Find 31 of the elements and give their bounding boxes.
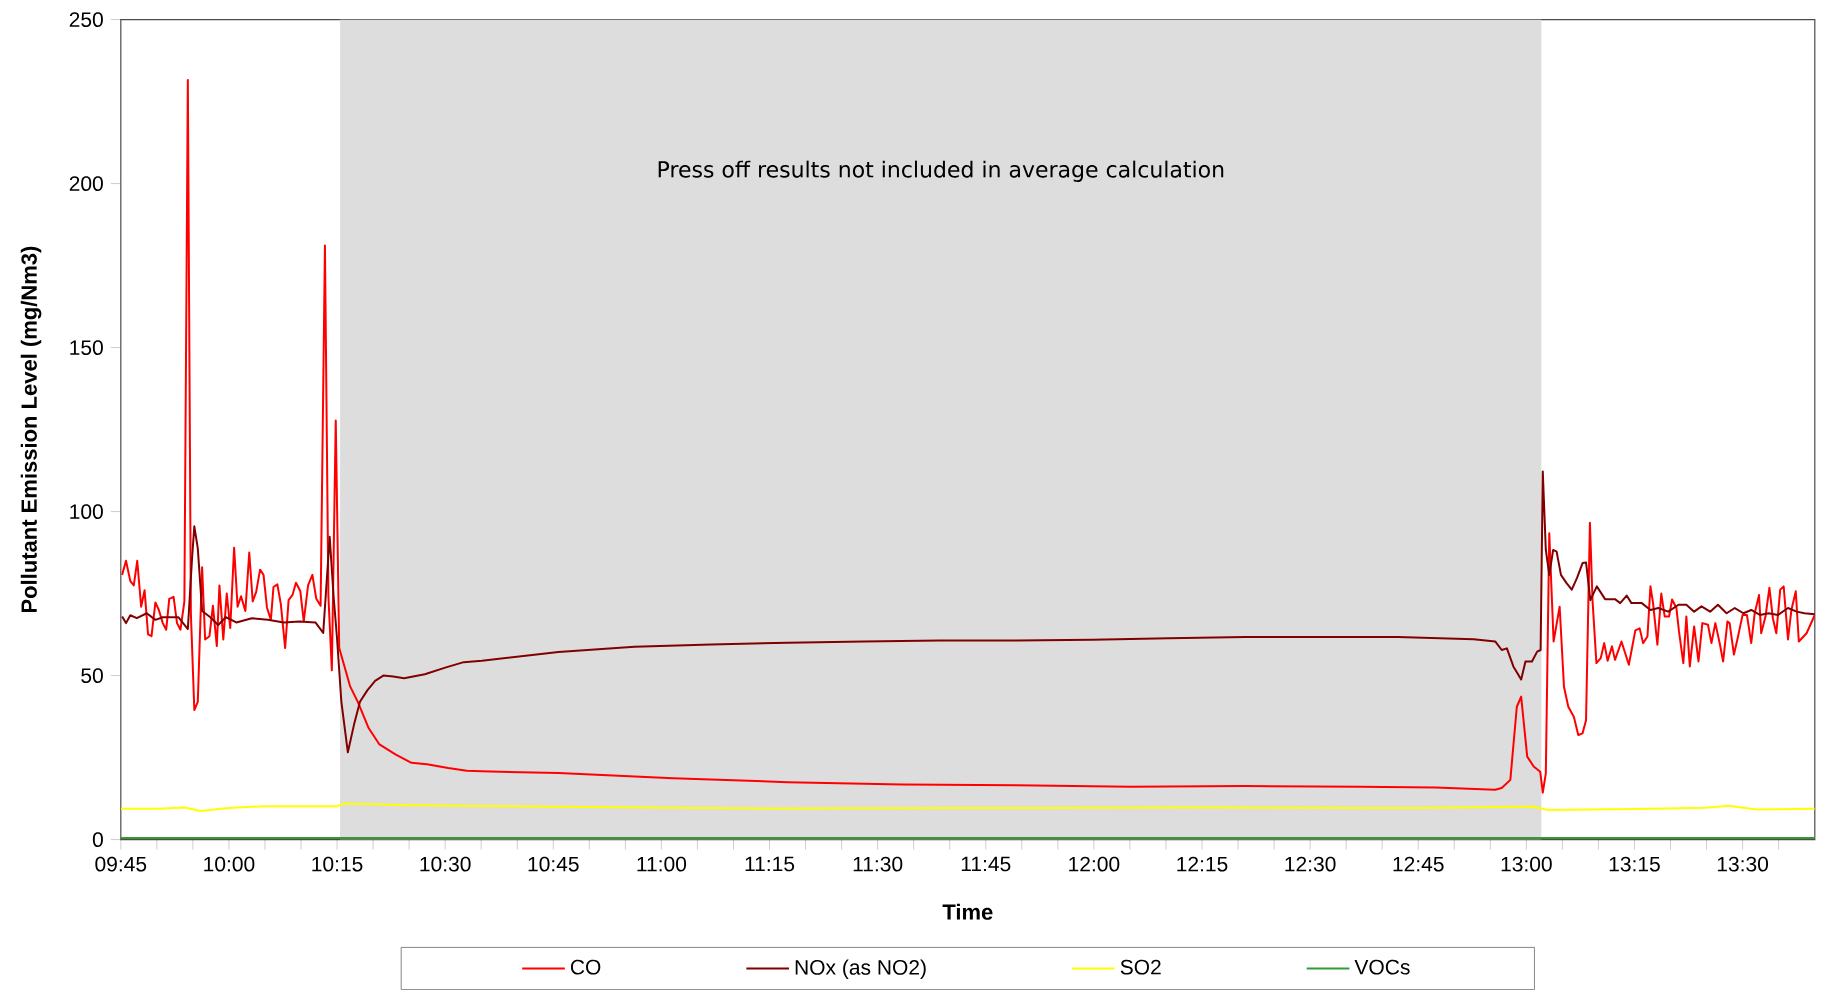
y-tick-label: 0 xyxy=(92,832,103,848)
x-tick-label: 13:15 xyxy=(1609,856,1660,872)
band-label: Press off results not included in average calculation xyxy=(658,160,1224,182)
x-tick-label: 10:30 xyxy=(420,856,471,872)
legend-label: SO2 xyxy=(1120,959,1161,975)
x-tick-label: 12:00 xyxy=(1069,856,1120,872)
x-tick-label: 09:45 xyxy=(95,856,147,872)
legend-label: NOx (as NO2) xyxy=(795,959,926,979)
x-tick-label: 12:15 xyxy=(1177,856,1228,872)
line-series xyxy=(120,802,1815,813)
x-tick-label: 11:15 xyxy=(745,856,795,872)
x-tick-label: 10:00 xyxy=(204,856,255,872)
x-axis-title: Time xyxy=(942,903,993,920)
x-tick-label: 11:00 xyxy=(637,856,687,872)
y-tick-label: 50 xyxy=(81,668,103,684)
x-tick-label: 12:30 xyxy=(1285,856,1336,872)
x-tick-label: 10:45 xyxy=(528,856,579,872)
legend-label: CO xyxy=(570,959,601,975)
x-tick-label: 11:30 xyxy=(853,856,903,872)
x-tick-label: 10:15 xyxy=(312,856,363,872)
legend-label: VOCs xyxy=(1354,959,1410,975)
x-tick-label: 13:00 xyxy=(1501,856,1552,872)
line-series xyxy=(121,78,1815,794)
y-tick-label: 150 xyxy=(70,340,103,356)
y-axis-title: Pollutant Emission Level (mg/Nm3) xyxy=(20,246,42,613)
y-tick-label: 200 xyxy=(69,176,103,192)
x-tick-label: 11:45 xyxy=(961,856,1011,872)
y-tick-label: 250 xyxy=(69,12,103,28)
y-tick-label: 100 xyxy=(70,504,103,520)
x-tick-label: 12:45 xyxy=(1393,856,1444,872)
x-tick-label: 13:30 xyxy=(1717,856,1769,872)
